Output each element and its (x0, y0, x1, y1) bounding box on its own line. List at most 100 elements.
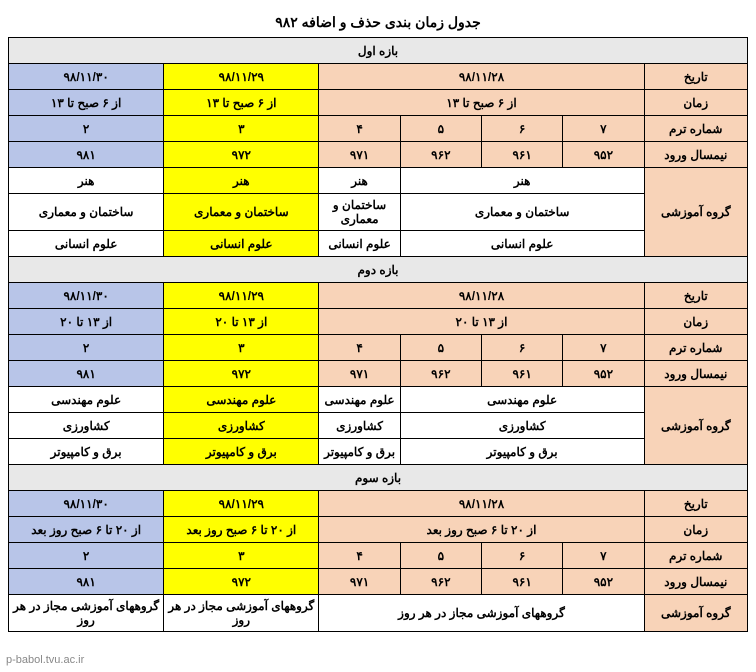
cell: ۹۶۱ (481, 361, 562, 387)
cell: علوم مهندسی (9, 387, 164, 413)
cell: علوم انسانی (9, 231, 164, 257)
cell: ۹۵۲ (563, 361, 644, 387)
cell: ۲ (9, 116, 164, 142)
cell: از ۱۳ تا ۲۰ (9, 309, 164, 335)
cell: از ۱۳ تا ۲۰ (164, 309, 319, 335)
cell: کشاورزی (164, 413, 319, 439)
cell: ساختمان و معماری (164, 194, 319, 231)
cell: کشاورزی (319, 413, 400, 439)
cell: هنر (9, 168, 164, 194)
cell: ساختمان و معماری (319, 194, 400, 231)
cell: ۷ (563, 543, 644, 569)
label-date: تاریخ (644, 283, 747, 309)
cell: از ۲۰ تا ۶ صبح روز بعد (9, 517, 164, 543)
cell: ۴ (319, 116, 400, 142)
cell: ۹۷۲ (164, 569, 319, 595)
cell: ۹۶۲ (400, 142, 481, 168)
cell: ۲ (9, 543, 164, 569)
cell: ۹۷۲ (164, 361, 319, 387)
cell: ۶ (481, 116, 562, 142)
cell: ۹۸/۱۱/۳۰ (9, 64, 164, 90)
cell: برق و کامپیوتر (164, 439, 319, 465)
cell: ۹۸/۱۱/۲۹ (164, 491, 319, 517)
cell: علوم مهندسی (319, 387, 400, 413)
cell: ساختمان و معماری (400, 194, 644, 231)
cell: از ۲۰ تا ۶ صبح روز بعد (319, 517, 644, 543)
cell: ۹۸/۱۱/۳۰ (9, 491, 164, 517)
label-date: تاریخ (644, 64, 747, 90)
cell: ۶ (481, 543, 562, 569)
cell: از ۶ صبح تا ۱۳ (164, 90, 319, 116)
cell: هنر (164, 168, 319, 194)
cell: ۴ (319, 543, 400, 569)
schedule-table: بازه اول تاریخ ۹۸/۱۱/۲۸ ۹۸/۱۱/۲۹ ۹۸/۱۱/۳… (8, 37, 748, 632)
cell: از ۱۳ تا ۲۰ (319, 309, 644, 335)
cell: ۹۵۲ (563, 569, 644, 595)
label-entry-sem: نیمسال ورود (644, 142, 747, 168)
cell: برق و کامپیوتر (400, 439, 644, 465)
label-entry-sem: نیمسال ورود (644, 361, 747, 387)
cell: ۹۷۲ (164, 142, 319, 168)
cell: از ۲۰ تا ۶ صبح روز بعد (164, 517, 319, 543)
label-term-no: شماره ترم (644, 335, 747, 361)
page-title: جدول زمان بندی حذف و اضافه ۹۸۲ (8, 8, 748, 37)
label-time: زمان (644, 90, 747, 116)
cell: علوم انسانی (319, 231, 400, 257)
cell: ۹۸۱ (9, 142, 164, 168)
section-2-header: بازه دوم (9, 257, 748, 283)
cell: ۹۸/۱۱/۲۸ (319, 283, 644, 309)
label-group: گروه آموزشی (644, 387, 747, 465)
cell: علوم مهندسی (400, 387, 644, 413)
cell: ۹۷۱ (319, 142, 400, 168)
cell: ۵ (400, 116, 481, 142)
cell: ۷ (563, 116, 644, 142)
cell: ۹۶۲ (400, 569, 481, 595)
cell: ۳ (164, 543, 319, 569)
label-time: زمان (644, 517, 747, 543)
label-group: گروه آموزشی (644, 168, 747, 257)
watermark: p-babol.tvu.ac.ir (6, 654, 84, 666)
cell: ۹۶۲ (400, 361, 481, 387)
cell: ۳ (164, 116, 319, 142)
cell: ۹۸/۱۱/۲۸ (319, 491, 644, 517)
cell: ۵ (400, 335, 481, 361)
cell: ۴ (319, 335, 400, 361)
cell: ۹۸/۱۱/۲۹ (164, 64, 319, 90)
cell: از ۶ صبح تا ۱۳ (9, 90, 164, 116)
cell: ۹۸۱ (9, 569, 164, 595)
label-term-no: شماره ترم (644, 543, 747, 569)
cell: ۹۸۱ (9, 361, 164, 387)
cell: کشاورزی (400, 413, 644, 439)
cell: ۹۶۱ (481, 142, 562, 168)
cell: ساختمان و معماری (9, 194, 164, 231)
cell: ۶ (481, 335, 562, 361)
cell: ۷ (563, 335, 644, 361)
label-entry-sem: نیمسال ورود (644, 569, 747, 595)
label-group: گروه آموزشی (644, 595, 747, 632)
cell: از ۶ صبح تا ۱۳ (319, 90, 644, 116)
cell: هنر (319, 168, 400, 194)
cell: هنر (400, 168, 644, 194)
cell: گروههای آموزشی مجاز در هر روز (164, 595, 319, 632)
cell: ۹۵۲ (563, 142, 644, 168)
cell: علوم انسانی (400, 231, 644, 257)
cell: ۹۶۱ (481, 569, 562, 595)
cell: ۹۸/۱۱/۲۸ (319, 64, 644, 90)
label-term-no: شماره ترم (644, 116, 747, 142)
cell: ۹۸/۱۱/۳۰ (9, 283, 164, 309)
cell: ۹۷۱ (319, 569, 400, 595)
cell: علوم انسانی (164, 231, 319, 257)
label-time: زمان (644, 309, 747, 335)
cell: علوم مهندسی (164, 387, 319, 413)
section-3-header: بازه سوم (9, 465, 748, 491)
section-1-header: بازه اول (9, 38, 748, 64)
cell: ۵ (400, 543, 481, 569)
cell: برق و کامپیوتر (319, 439, 400, 465)
label-date: تاریخ (644, 491, 747, 517)
cell: گروههای آموزشی مجاز در هر روز (319, 595, 644, 632)
cell: ۹۷۱ (319, 361, 400, 387)
cell: کشاورزی (9, 413, 164, 439)
cell: ۹۸/۱۱/۲۹ (164, 283, 319, 309)
cell: ۲ (9, 335, 164, 361)
cell: برق و کامپیوتر (9, 439, 164, 465)
